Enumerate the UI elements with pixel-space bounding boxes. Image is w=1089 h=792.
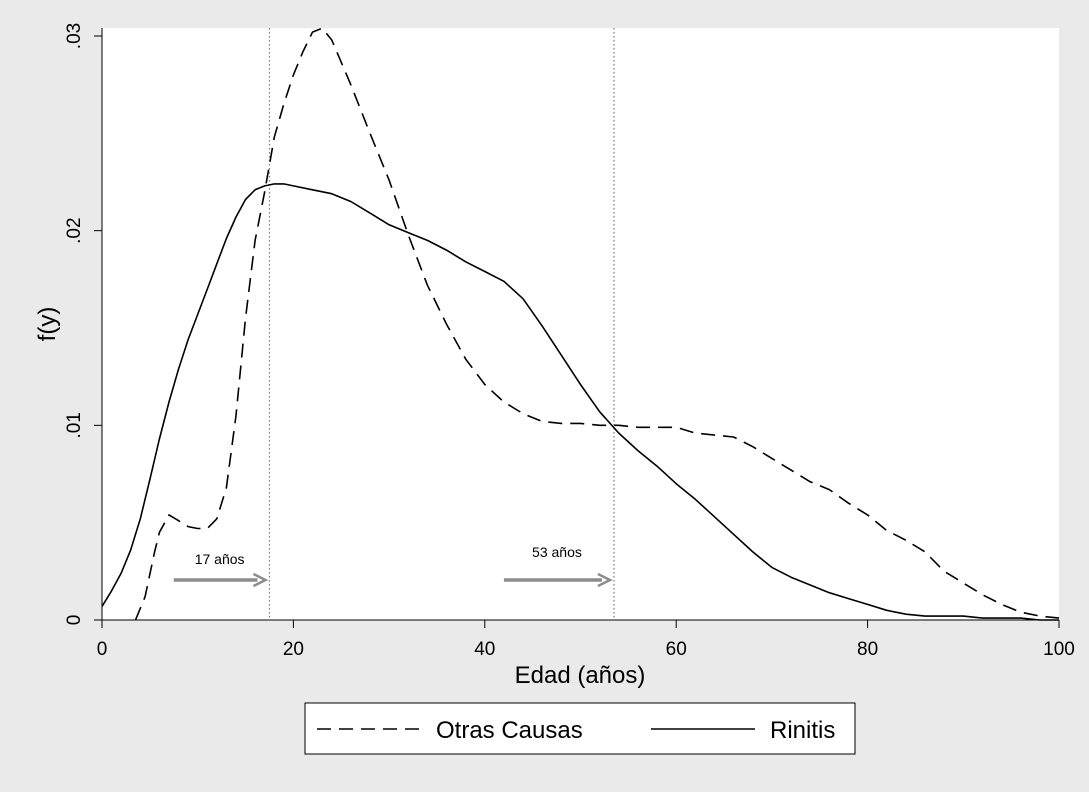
legend-label-rinitis: Rinitis bbox=[770, 717, 835, 744]
x-tick-label: 20 bbox=[283, 639, 304, 660]
y-axis-label: f(y) bbox=[34, 307, 61, 342]
x-tick-label: 40 bbox=[474, 639, 495, 660]
x-tick-label: 60 bbox=[666, 639, 687, 660]
annotation-label: 17 años bbox=[195, 551, 245, 567]
legend: Otras Causas Rinitis bbox=[304, 702, 856, 755]
series-line-rinitis bbox=[101, 183, 1059, 621]
series bbox=[101, 27, 1060, 621]
annotations: 17 años 53 años bbox=[173, 28, 615, 620]
annotation-arrowhead bbox=[597, 572, 613, 588]
x-tick-label: 100 bbox=[1043, 639, 1075, 660]
annotation-arrowhead bbox=[252, 572, 269, 588]
y-tick-label: .02 bbox=[64, 217, 85, 243]
legend-label-otras-causas: Otras Causas bbox=[436, 717, 583, 744]
plot-area bbox=[102, 28, 1059, 620]
y-tick-label: .01 bbox=[64, 412, 85, 438]
x-tick-label: 0 bbox=[97, 639, 108, 660]
y-tick-label: 0 bbox=[64, 615, 85, 626]
y-tick-label: .03 bbox=[64, 23, 85, 49]
annotation-label: 53 años bbox=[532, 544, 582, 560]
y-axis-ticks: 0 .01 .02 .03 bbox=[64, 23, 102, 626]
x-axis-ticks: 0 20 40 60 80 100 bbox=[97, 620, 1075, 660]
x-tick-label: 80 bbox=[857, 639, 878, 660]
series-line-otras-causas bbox=[134, 27, 1060, 621]
x-axis-label: Edad (años) bbox=[515, 662, 646, 689]
